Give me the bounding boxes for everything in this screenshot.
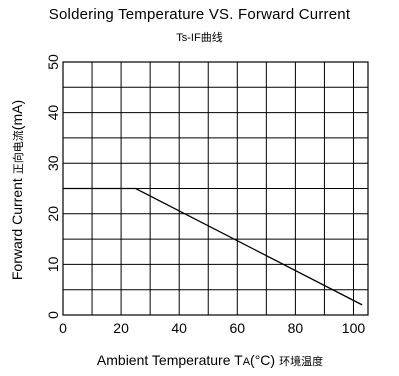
x-tick-label: 40 [171, 320, 187, 336]
y-tick-label: 50 [45, 54, 61, 70]
x-tick-label: 0 [59, 320, 67, 336]
chart-title: Soldering Temperature VS. Forward Curren… [48, 6, 351, 23]
series-line [63, 187, 363, 306]
chart-subtitle: Ts-IF曲线 [176, 32, 223, 44]
x-axis-label-main: Ambient Temperature T [97, 352, 243, 368]
y-tick-label: 10 [45, 256, 61, 272]
y-axis-label: Forward Current 正向电流(mA) [9, 100, 25, 280]
y-tick-label: 40 [45, 105, 61, 121]
y-axis-label-unit: (mA) [9, 100, 25, 130]
x-tick-label: 20 [113, 320, 129, 336]
x-axis-label-subscript: A [243, 356, 251, 368]
series-lines [63, 187, 363, 306]
y-tick-label: 30 [45, 155, 61, 171]
y-tick-label: 0 [45, 311, 61, 319]
x-tick-labels: 0 20 40 60 80 100 [59, 320, 365, 336]
x-tick-label: 100 [342, 320, 366, 336]
y-axis-label-cn: 正向电流 [11, 130, 25, 174]
y-axis-label-main: Forward Current [9, 178, 25, 280]
x-axis-label-cn: 环境温度 [279, 354, 323, 368]
x-axis-label-unit: (°C) [250, 352, 275, 368]
y-tick-labels: 0 10 20 30 40 50 [45, 54, 61, 319]
x-tick-label: 80 [288, 320, 304, 336]
x-tick-label: 60 [229, 320, 245, 336]
x-axis-label: Ambient Temperature TA(°C) 环境温度 [97, 352, 323, 368]
y-tick-label: 20 [45, 206, 61, 222]
